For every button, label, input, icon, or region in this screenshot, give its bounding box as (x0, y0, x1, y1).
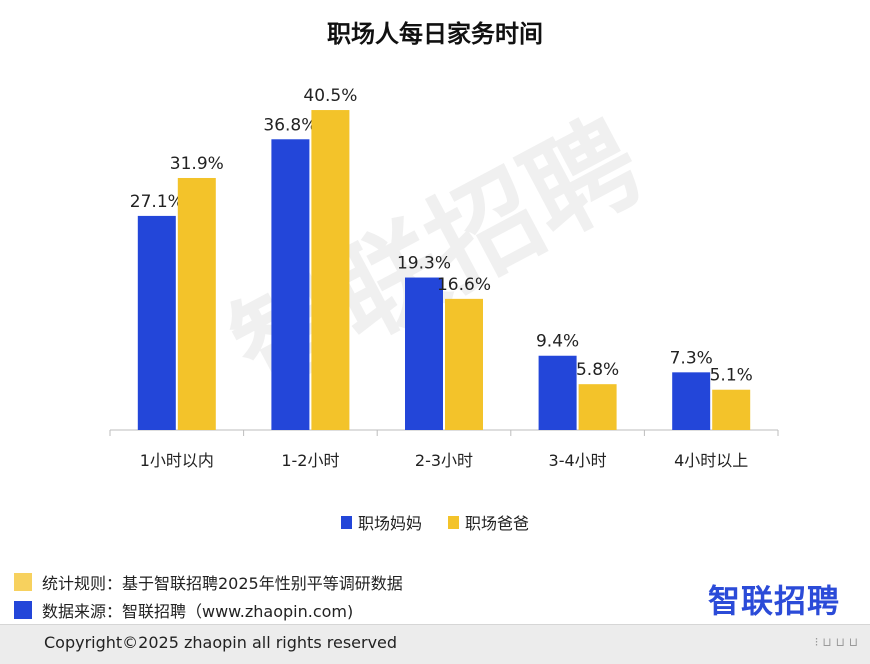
legend-swatch-mom (340, 515, 352, 529)
bar-dad-2 (445, 298, 483, 430)
x-tick-label-4: 4小时以上 (674, 451, 748, 470)
data-label-mom-0: 27.1% (130, 192, 184, 212)
brand-logo: 智联招聘 (707, 582, 840, 620)
legend-swatch-dad (448, 515, 459, 529)
legend-item-dad: 职场爸爸 (448, 510, 529, 534)
data-label-mom-2: 19.3% (397, 254, 451, 274)
bar-mom-0 (137, 215, 176, 430)
bar-chart: 27.1% 31.9% 1小时以内 36.8% 40.5% 1-2小时 19.3%16.6%… (109, 86, 779, 470)
x-tick-label-0: 1小时以内 (140, 451, 214, 470)
data-label-dad-0: 31.9% (170, 154, 224, 174)
x-tick-label-3: 3-4小时 (549, 451, 607, 470)
bar-mom-2 (405, 277, 443, 430)
bar-dad-3 (578, 384, 617, 430)
corner-mark: ⁝ ⊔ ⊔ ⊔ (814, 635, 858, 649)
source-text: 数据来源：智联招聘（www.zhaopin.com) (42, 602, 354, 621)
copyright-text: Copyright©2025 zhaopin all rights reserv… (44, 633, 398, 652)
legend-label-dad: 职场爸爸 (465, 514, 530, 533)
copyright-bar: Copyright©2025 zhaopin all rights reserv… (0, 624, 870, 664)
note-swatch (14, 573, 32, 591)
data-label-mom-1: 36.8% (263, 115, 317, 135)
data-label-mom-3: 9.4% (536, 332, 579, 352)
data-label-dad-2: 16.6% (437, 275, 491, 295)
bar-mom-4 (672, 372, 711, 430)
data-label-dad-3: 5.8% (576, 360, 619, 380)
source-swatch (14, 601, 32, 619)
bar-mom-3 (538, 355, 577, 430)
bar-dad-4 (712, 389, 751, 430)
x-tick-label-2: 2-3小时 (415, 451, 473, 470)
data-label-dad-1: 40.5% (303, 86, 357, 106)
legend-label-mom: 职场妈妈 (357, 514, 422, 533)
data-label-mom-4: 7.3% (670, 348, 713, 368)
bar-dad-0 (177, 177, 216, 430)
chart-title: 职场人每日家务时间 (327, 20, 543, 48)
statistics-note: 统计规则：基于智联招聘2025年性别平等调研数据 (14, 570, 403, 594)
bar-dad-1 (311, 110, 350, 431)
legend: 职场妈妈 职场爸爸 (0, 510, 870, 534)
data-source: 数据来源：智联招聘（www.zhaopin.com) (14, 598, 353, 622)
legend-item-mom: 职场妈妈 (340, 510, 422, 534)
note-text: 统计规则：基于智联招聘2025年性别平等调研数据 (42, 574, 403, 593)
bar-mom-1 (271, 139, 310, 430)
data-label-dad-4: 5.1% (710, 366, 753, 386)
x-tick-label-1: 1-2小时 (281, 451, 339, 470)
